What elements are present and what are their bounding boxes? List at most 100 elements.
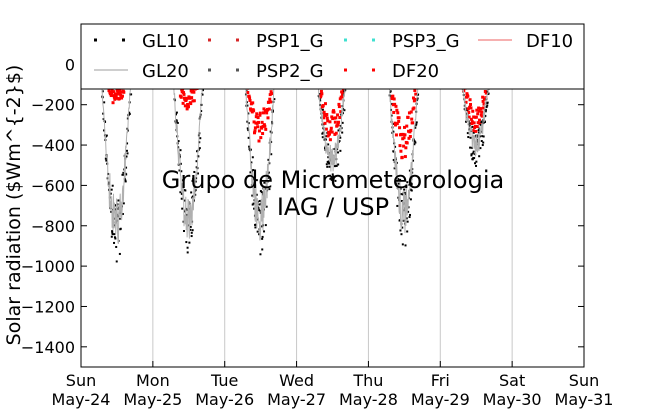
- point-df20: [111, 90, 115, 94]
- point-df20: [260, 126, 264, 130]
- point-df20: [393, 102, 397, 106]
- point-df20: [323, 121, 327, 125]
- y-axis-title: Solar radiation ($Wm^{-2}$): [3, 65, 25, 346]
- point-gl10: [110, 210, 113, 213]
- point-gl10: [331, 177, 334, 180]
- x-tick-label-date: May-31: [555, 390, 614, 409]
- point-df20: [480, 110, 484, 114]
- point-gl10: [179, 162, 182, 165]
- legend-marker: [122, 38, 125, 42]
- point-df20: [410, 117, 414, 121]
- point-df20: [469, 106, 473, 110]
- point-df20: [319, 94, 323, 98]
- point-gl10: [486, 104, 489, 107]
- point-df20: [403, 125, 407, 129]
- point-gl10: [481, 135, 484, 138]
- point-gl10: [188, 241, 191, 244]
- point-gl10: [392, 130, 395, 133]
- point-gl10: [263, 230, 266, 233]
- point-gl10: [113, 233, 116, 236]
- point-df20: [326, 119, 330, 123]
- point-gl10: [175, 120, 178, 123]
- point-gl10: [246, 104, 249, 107]
- point-df20: [474, 129, 478, 133]
- point-df20: [405, 141, 409, 145]
- legend-label: GL20: [142, 61, 189, 82]
- point-gl10: [327, 156, 330, 159]
- point-gl10: [390, 114, 393, 117]
- point-gl10: [115, 245, 118, 248]
- point-df20: [110, 91, 114, 95]
- point-gl10: [128, 111, 131, 114]
- legend-marker: [372, 68, 375, 72]
- point-gl10: [484, 110, 487, 113]
- x-tick-label-day: Thu: [352, 371, 383, 390]
- point-df20: [336, 113, 340, 117]
- point-df20: [113, 92, 117, 96]
- y-tick-label: 0: [65, 55, 75, 74]
- point-df20: [465, 92, 469, 96]
- legend-label: GL10: [142, 31, 189, 52]
- x-tick-label-day: Sat: [499, 371, 525, 390]
- point-gl10: [260, 225, 263, 228]
- point-gl10: [402, 219, 405, 222]
- point-gl10: [128, 113, 131, 116]
- point-gl10: [465, 107, 468, 110]
- point-gl10: [185, 241, 188, 244]
- point-gl10: [339, 136, 342, 139]
- point-gl10: [414, 124, 417, 127]
- point-gl10: [194, 189, 197, 192]
- point-gl10: [484, 114, 487, 117]
- point-df20: [332, 109, 336, 113]
- point-gl10: [258, 203, 261, 206]
- point-gl10: [114, 237, 117, 240]
- point-gl10: [406, 230, 409, 233]
- point-gl10: [267, 171, 270, 174]
- point-df20: [120, 94, 124, 98]
- point-df20: [411, 121, 415, 125]
- x-axis-ticks: SunMay-24MonMay-25TueMay-26WedMay-27ThuM…: [52, 361, 614, 409]
- point-gl10: [200, 110, 203, 113]
- point-df20: [481, 95, 485, 99]
- point-gl10: [332, 175, 335, 178]
- point-df20: [120, 96, 124, 100]
- point-gl10: [113, 241, 116, 244]
- point-df20: [119, 90, 123, 94]
- line-gl20: [315, 64, 348, 172]
- y-tick-label: −800: [31, 217, 75, 236]
- point-df20: [331, 117, 335, 121]
- point-gl10: [130, 93, 133, 96]
- point-df20: [407, 111, 411, 115]
- point-df20: [478, 118, 482, 122]
- point-gl10: [189, 228, 192, 231]
- point-df20: [341, 92, 345, 96]
- point-gl10: [176, 121, 179, 124]
- point-gl10: [399, 229, 402, 232]
- point-gl10: [249, 171, 252, 174]
- point-df20: [261, 111, 265, 115]
- point-gl10: [190, 231, 193, 234]
- point-df20: [392, 97, 396, 101]
- point-df20: [258, 113, 262, 117]
- point-gl10: [328, 162, 331, 165]
- point-df20: [263, 124, 267, 128]
- point-df20: [112, 94, 116, 98]
- point-gl10: [259, 190, 262, 193]
- point-df20: [117, 97, 121, 101]
- point-gl10: [102, 112, 105, 115]
- point-gl10: [194, 180, 197, 183]
- point-gl10: [183, 210, 186, 213]
- point-gl10: [487, 92, 490, 95]
- point-df20: [249, 108, 253, 112]
- point-gl10: [115, 260, 118, 263]
- line-gl20: [387, 64, 420, 234]
- point-df20: [256, 125, 260, 129]
- point-df20: [476, 112, 480, 116]
- point-gl10: [258, 199, 261, 202]
- point-df20: [319, 89, 323, 93]
- point-df20: [328, 120, 332, 124]
- point-gl10: [397, 178, 400, 181]
- point-df20: [328, 132, 332, 136]
- x-tick-label-day: Tue: [210, 371, 238, 390]
